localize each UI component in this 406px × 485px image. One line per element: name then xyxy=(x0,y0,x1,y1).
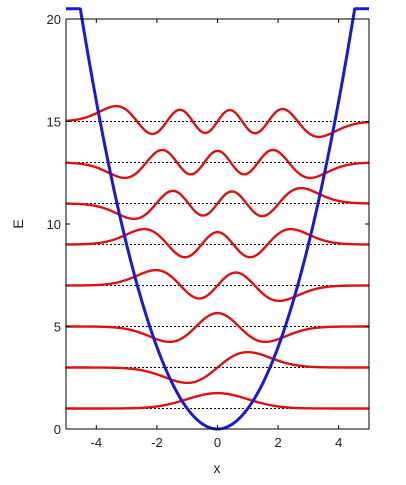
y-axis-label: E xyxy=(10,219,26,228)
wavefunction-2 xyxy=(66,311,369,344)
wavefunction-1 xyxy=(66,350,369,385)
wavefunction-3 xyxy=(66,268,369,303)
x-tick-label-2: 0 xyxy=(214,435,221,450)
x-tick-label-4: 4 xyxy=(335,435,342,450)
y-tick-label-2: 10 xyxy=(47,217,61,232)
y-tick-label-0: 0 xyxy=(54,422,61,437)
wavefunction-0 xyxy=(66,391,369,410)
wavefunction-7 xyxy=(65,104,370,139)
plot-background xyxy=(66,19,369,429)
x-ticks: -4 -2 0 2 4 xyxy=(91,19,342,450)
wavefunction-4 xyxy=(65,227,370,259)
y-ticks: 0 5 10 15 20 xyxy=(47,12,369,437)
x-axis-label: x xyxy=(214,460,221,476)
x-tick-label-0: -4 xyxy=(91,435,103,450)
x-tick-label-3: 2 xyxy=(274,435,281,450)
wavefunction-5 xyxy=(65,186,370,221)
wavefunction-6 xyxy=(65,148,370,180)
y-tick-label-3: 15 xyxy=(47,115,61,130)
wavefunctions xyxy=(65,104,370,410)
x-tick-label-1: -2 xyxy=(151,435,163,450)
y-tick-label-1: 5 xyxy=(54,320,61,335)
y-tick-label-4: 20 xyxy=(47,12,61,27)
